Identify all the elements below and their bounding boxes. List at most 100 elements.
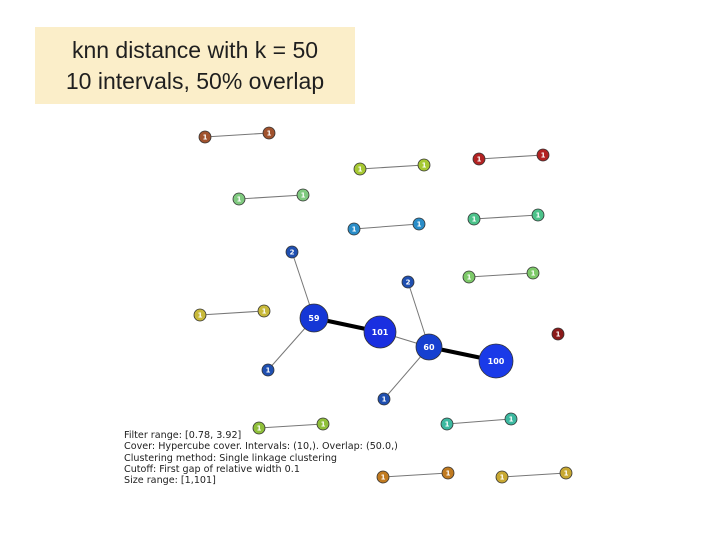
node-circle [347,222,361,236]
node-label: 1 [446,470,451,478]
node-k1: 1 [376,470,390,484]
edge-c1-c2 [478,154,544,160]
edge-a1-a2 [204,132,270,138]
node-label: 60 [423,343,435,352]
node-circle [412,217,426,231]
node-circle [478,343,514,379]
filter-range-text: Filter range: [0.78, 3.92] [124,430,242,441]
edge-d1-d2 [238,194,304,200]
node-circle [536,148,550,162]
edge-e1-e2 [353,223,420,230]
node-label: 1 [541,152,546,160]
node-circle [551,327,565,341]
node-label: 1 [267,130,272,138]
node-n2b: 2 [401,275,415,289]
node-circle [531,208,545,222]
node-i2: 1 [316,417,330,431]
node-label: 1 [352,226,357,234]
node-circle [441,466,455,480]
node-n60: 60 [415,333,443,361]
edge-l1-l2 [501,472,567,478]
node-f1: 1 [467,212,481,226]
node-circle [353,162,367,176]
edge-f1-f2 [473,214,539,220]
node-circle [316,417,330,431]
node-label: 1 [564,470,569,478]
node-circle [363,315,397,349]
node-label: 1 [536,212,541,220]
node-g1: 1 [462,270,476,284]
node-label: 1 [477,156,482,164]
node-circle [296,188,310,202]
node-c2: 1 [536,148,550,162]
node-n101: 101 [363,315,397,349]
node-a2: 1 [262,126,276,140]
node-l1: 1 [495,470,509,484]
node-circle [193,308,207,322]
node-label: 1 [198,312,203,320]
title-line-1: knn distance with k = 50 [71,36,319,63]
cover-text: Cover: Hypercube cover. Intervals: (10,)… [124,441,398,453]
node-k2: 1 [441,466,455,480]
node-circle [415,333,443,361]
node-j1: 1 [440,417,454,431]
node-label: 1 [472,216,477,224]
node-f2: 1 [531,208,545,222]
node-circle [526,266,540,280]
node-circle [262,126,276,140]
node-b2: 1 [417,158,431,172]
edge-j1-j2 [446,418,512,425]
node-g2: 1 [526,266,540,280]
edge-g1-g2 [468,272,534,278]
node-circle [376,470,390,484]
node-n59: 59 [299,303,329,333]
node-circle [261,363,275,377]
node-circle [285,245,299,259]
node-label: 1 [382,396,387,404]
node-label: 1 [467,274,472,282]
node-circle [401,275,415,289]
node-label: 2 [290,249,295,257]
node-label: 1 [381,474,386,482]
size-range-text: Size range: [1,101] [124,475,216,487]
node-circle [462,270,476,284]
node-label: 1 [531,270,536,278]
node-circle [472,152,486,166]
node-a1: 1 [198,130,212,144]
node-n1a: 1 [261,363,275,377]
node-n2a: 2 [285,245,299,259]
node-label: 101 [372,328,389,337]
node-label: 59 [308,314,320,323]
clustering-text: Clustering method: Single linkage cluste… [124,452,337,464]
node-circle [417,158,431,172]
node-circle [559,466,573,480]
node-label: 1 [556,331,561,339]
node-circle [198,130,212,144]
node-circle [504,412,518,426]
node-label: 1 [417,221,422,229]
node-circle [440,417,454,431]
node-n100: 100 [478,343,514,379]
node-d2: 1 [296,188,310,202]
node-label: 1 [237,196,242,204]
node-circle [377,392,391,406]
node-circle [495,470,509,484]
node-label: 1 [257,425,262,433]
node-label: 1 [301,192,306,200]
node-b1: 1 [353,162,367,176]
node-circle [467,212,481,226]
node-label: 1 [509,416,514,424]
node-e1: 1 [347,222,361,236]
node-label: 2 [406,279,411,287]
node-n1b: 1 [377,392,391,406]
node-circle [299,303,329,333]
edge-h1-h2 [199,310,265,316]
node-label: 1 [262,308,267,316]
cutoff-text: Cutoff: First gap of relative width 0.1 [124,463,300,475]
edge-b1-b2 [359,164,425,170]
node-h1: 1 [193,308,207,322]
title-line-2: 10 intervals, 50% overlap [65,67,325,94]
node-label: 1 [500,474,505,482]
node-label: 100 [488,357,505,366]
